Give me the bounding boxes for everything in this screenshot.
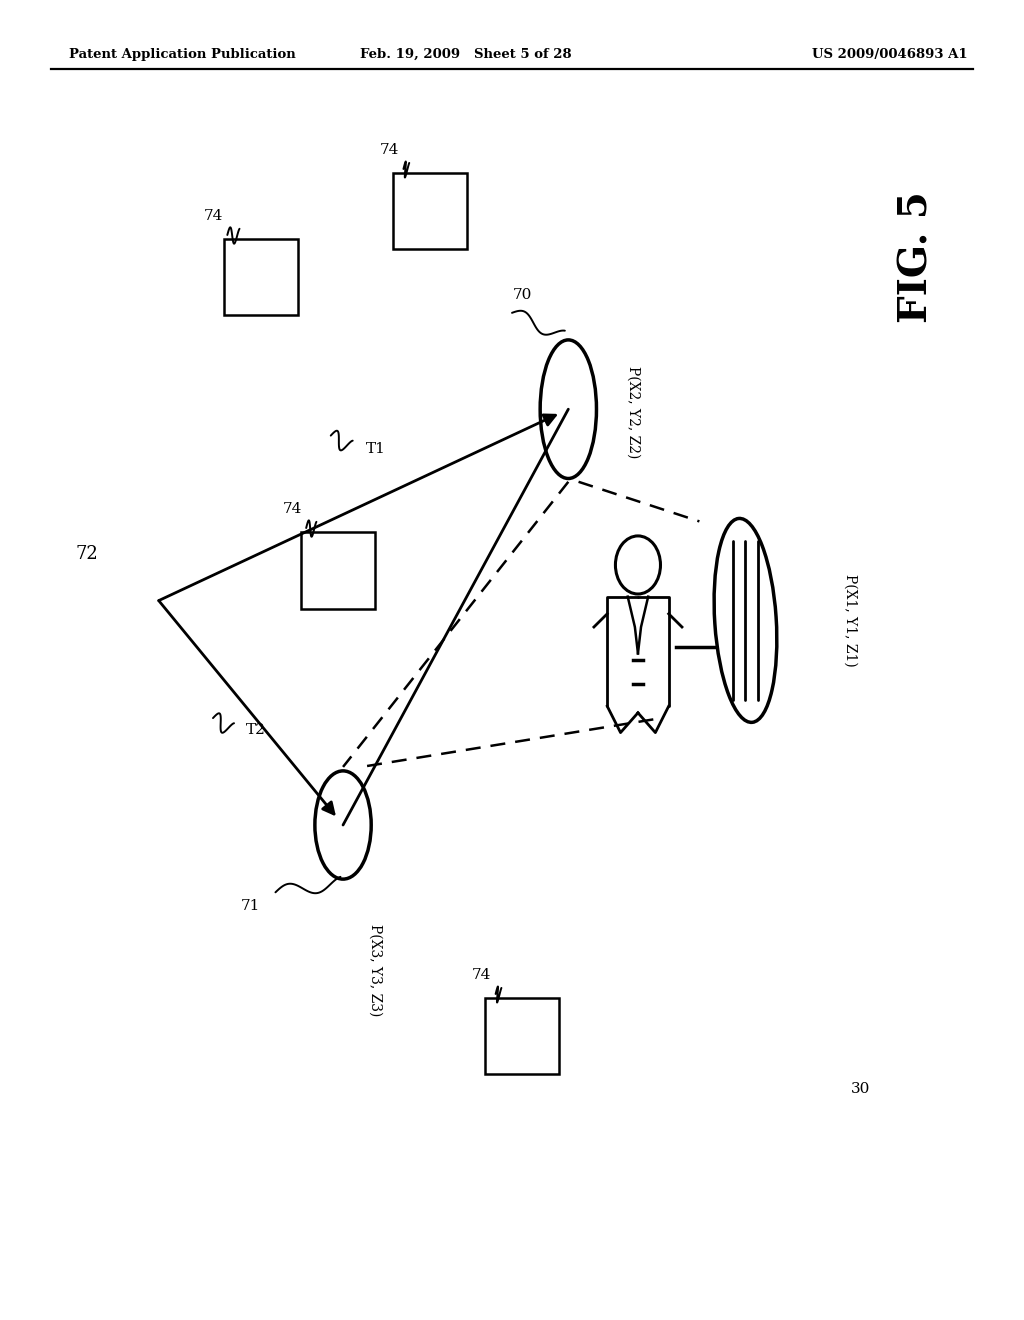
Text: 74: 74: [380, 143, 399, 157]
Text: 71: 71: [241, 899, 260, 912]
Text: T2: T2: [246, 723, 265, 737]
Text: Patent Application Publication: Patent Application Publication: [69, 48, 295, 61]
Text: 70: 70: [513, 288, 531, 302]
Text: FIG. 5: FIG. 5: [897, 191, 936, 323]
Text: 74: 74: [283, 502, 302, 516]
Text: 30: 30: [851, 1082, 869, 1096]
Text: P(X3, Y3, Z3): P(X3, Y3, Z3): [369, 924, 383, 1016]
Text: T1: T1: [366, 442, 385, 455]
Text: P(X1, Y1, Z1): P(X1, Y1, Z1): [844, 574, 858, 667]
Text: 74: 74: [472, 968, 492, 982]
Text: 72: 72: [76, 545, 98, 564]
Text: P(X2, Y2, Z2): P(X2, Y2, Z2): [627, 366, 641, 458]
Text: US 2009/0046893 A1: US 2009/0046893 A1: [812, 48, 968, 61]
Text: Feb. 19, 2009   Sheet 5 of 28: Feb. 19, 2009 Sheet 5 of 28: [360, 48, 571, 61]
Text: 74: 74: [204, 209, 223, 223]
